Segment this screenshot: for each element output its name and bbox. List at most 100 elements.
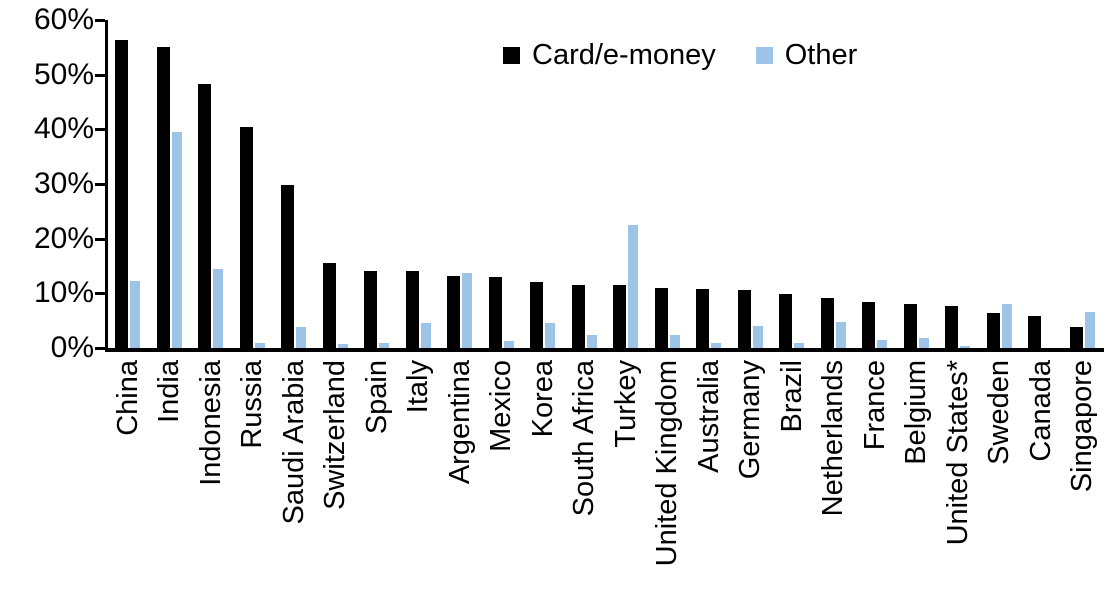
legend-item-other: Other	[755, 38, 857, 72]
x-label-argentina: Argentina	[443, 360, 476, 485]
y-axis-line	[105, 20, 108, 350]
bar-card-e-money-netherlands	[820, 297, 834, 348]
bar-other-turkey	[628, 225, 639, 348]
other-legend-swatch-icon	[755, 46, 773, 64]
x-label-canada: Canada	[1024, 360, 1057, 462]
bar-card-e-money-australia	[696, 288, 710, 348]
bar-card-e-money-south-africa	[571, 284, 585, 348]
y-tick-mark-0	[95, 347, 105, 350]
x-label-cell-sweden: Sweden	[979, 360, 1021, 592]
bar-card-e-money-canada	[1028, 316, 1042, 348]
bar-card-e-money-korea	[530, 281, 544, 348]
x-label-cell-united-states: United States*	[937, 360, 979, 592]
x-label-cell-russia: Russia	[232, 360, 274, 592]
bar-group-south-africa	[564, 20, 606, 348]
bar-group-australia	[688, 20, 730, 348]
bar-card-e-money-brazil	[779, 293, 793, 348]
x-label-united-states: United States*	[941, 360, 974, 546]
bar-other-united-kingdom	[669, 335, 680, 348]
x-label-cell-singapore: Singapore	[1062, 360, 1104, 592]
y-tick-label-30: 30%	[33, 167, 94, 200]
x-label-sweden: Sweden	[983, 360, 1016, 465]
bar-card-e-money-china	[115, 40, 129, 348]
x-label-cell-india: India	[149, 360, 191, 592]
bar-group-belgium	[896, 20, 938, 348]
x-label-cell-south-africa: South Africa	[564, 360, 606, 592]
bar-group-china	[107, 20, 149, 348]
x-label-france: France	[858, 360, 891, 451]
bar-group-netherlands	[813, 20, 855, 348]
x-label-india: India	[153, 360, 186, 423]
bar-group-italy	[398, 20, 440, 348]
bar-other-sweden	[1001, 303, 1012, 348]
bar-other-france	[877, 339, 888, 348]
y-tick-label-40: 40%	[33, 112, 94, 146]
bar-card-e-money-united-states	[945, 305, 959, 348]
bar-other-united-states	[960, 346, 971, 348]
x-label-saudi-arabia: Saudi Arabia	[277, 360, 310, 525]
bar-card-e-money-switzerland	[322, 262, 336, 348]
x-label-cell-brazil: Brazil	[771, 360, 813, 592]
bar-other-indonesia	[213, 268, 224, 348]
bar-card-e-money-saudi-arabia	[281, 185, 295, 348]
x-label-netherlands: Netherlands	[817, 360, 850, 517]
bar-group-singapore	[1062, 20, 1104, 348]
x-axis-labels: China India Indonesia Russia Saudi Arabia Swi…	[107, 360, 1103, 592]
x-label-cell-spain: Spain	[356, 360, 398, 592]
bar-card-e-money-mexico	[488, 277, 502, 348]
bar-other-india	[171, 131, 182, 348]
x-label-cell-argentina: Argentina	[439, 360, 481, 592]
bar-card-e-money-turkey	[613, 285, 627, 348]
bar-card-e-money-italy	[405, 271, 419, 348]
legend: Card/e-money Other	[503, 38, 857, 72]
x-label-mexico: Mexico	[485, 360, 518, 452]
bar-card-e-money-russia	[239, 126, 253, 348]
bar-card-e-money-belgium	[903, 303, 917, 348]
bar-card-e-money-germany	[737, 290, 751, 348]
x-label-south-africa: South Africa	[568, 360, 601, 517]
card-emoney-legend-label: Card/e-money	[532, 39, 716, 71]
bar-other-spain	[379, 342, 390, 348]
x-label-australia: Australia	[692, 360, 725, 473]
x-label-switzerland: Switzerland	[319, 360, 352, 510]
x-label-italy: Italy	[402, 360, 435, 414]
bar-other-korea	[545, 323, 556, 348]
x-label-cell-netherlands: Netherlands	[813, 360, 855, 592]
x-label-cell-united-kingdom: United Kingdom	[647, 360, 689, 592]
bar-group-saudi-arabia	[273, 20, 315, 348]
x-label-brazil: Brazil	[775, 360, 808, 433]
bar-other-brazil	[794, 342, 805, 348]
bar-other-belgium	[918, 337, 929, 348]
x-label-cell-korea: Korea	[522, 360, 564, 592]
y-tick-label-0: 0%	[50, 331, 94, 364]
x-label-spain: Spain	[360, 360, 393, 435]
y-tick-label-50: 50%	[33, 57, 94, 91]
bar-group-spain	[356, 20, 398, 348]
bar-group-indonesia	[190, 20, 232, 348]
bar-other-saudi-arabia	[296, 327, 307, 348]
x-label-cell-italy: Italy	[398, 360, 440, 592]
y-tick-label-10: 10%	[33, 276, 94, 310]
x-label-cell-france: France	[854, 360, 896, 592]
bar-other-australia	[711, 343, 722, 348]
bar-other-argentina	[462, 273, 473, 348]
bar-other-germany	[752, 326, 763, 348]
x-label-cell-australia: Australia	[688, 360, 730, 592]
bar-card-e-money-france	[862, 301, 876, 348]
x-label-china: China	[111, 360, 144, 436]
bar-group-united-kingdom	[647, 20, 689, 348]
plot-area	[107, 20, 1103, 348]
bar-group-korea	[522, 20, 564, 348]
bar-group-united-states	[937, 20, 979, 348]
bar-card-e-money-argentina	[447, 275, 461, 348]
y-tick-mark-30	[95, 183, 105, 186]
x-axis-line	[105, 348, 1104, 352]
bar-card-e-money-united-kingdom	[654, 287, 668, 348]
x-label-cell-china: China	[107, 360, 149, 592]
x-label-indonesia: Indonesia	[194, 360, 227, 486]
bar-group-brazil	[771, 20, 813, 348]
bar-other-italy	[420, 323, 431, 348]
x-label-cell-switzerland: Switzerland	[315, 360, 357, 592]
bar-other-china	[130, 281, 141, 348]
y-tick-mark-50	[95, 73, 105, 77]
